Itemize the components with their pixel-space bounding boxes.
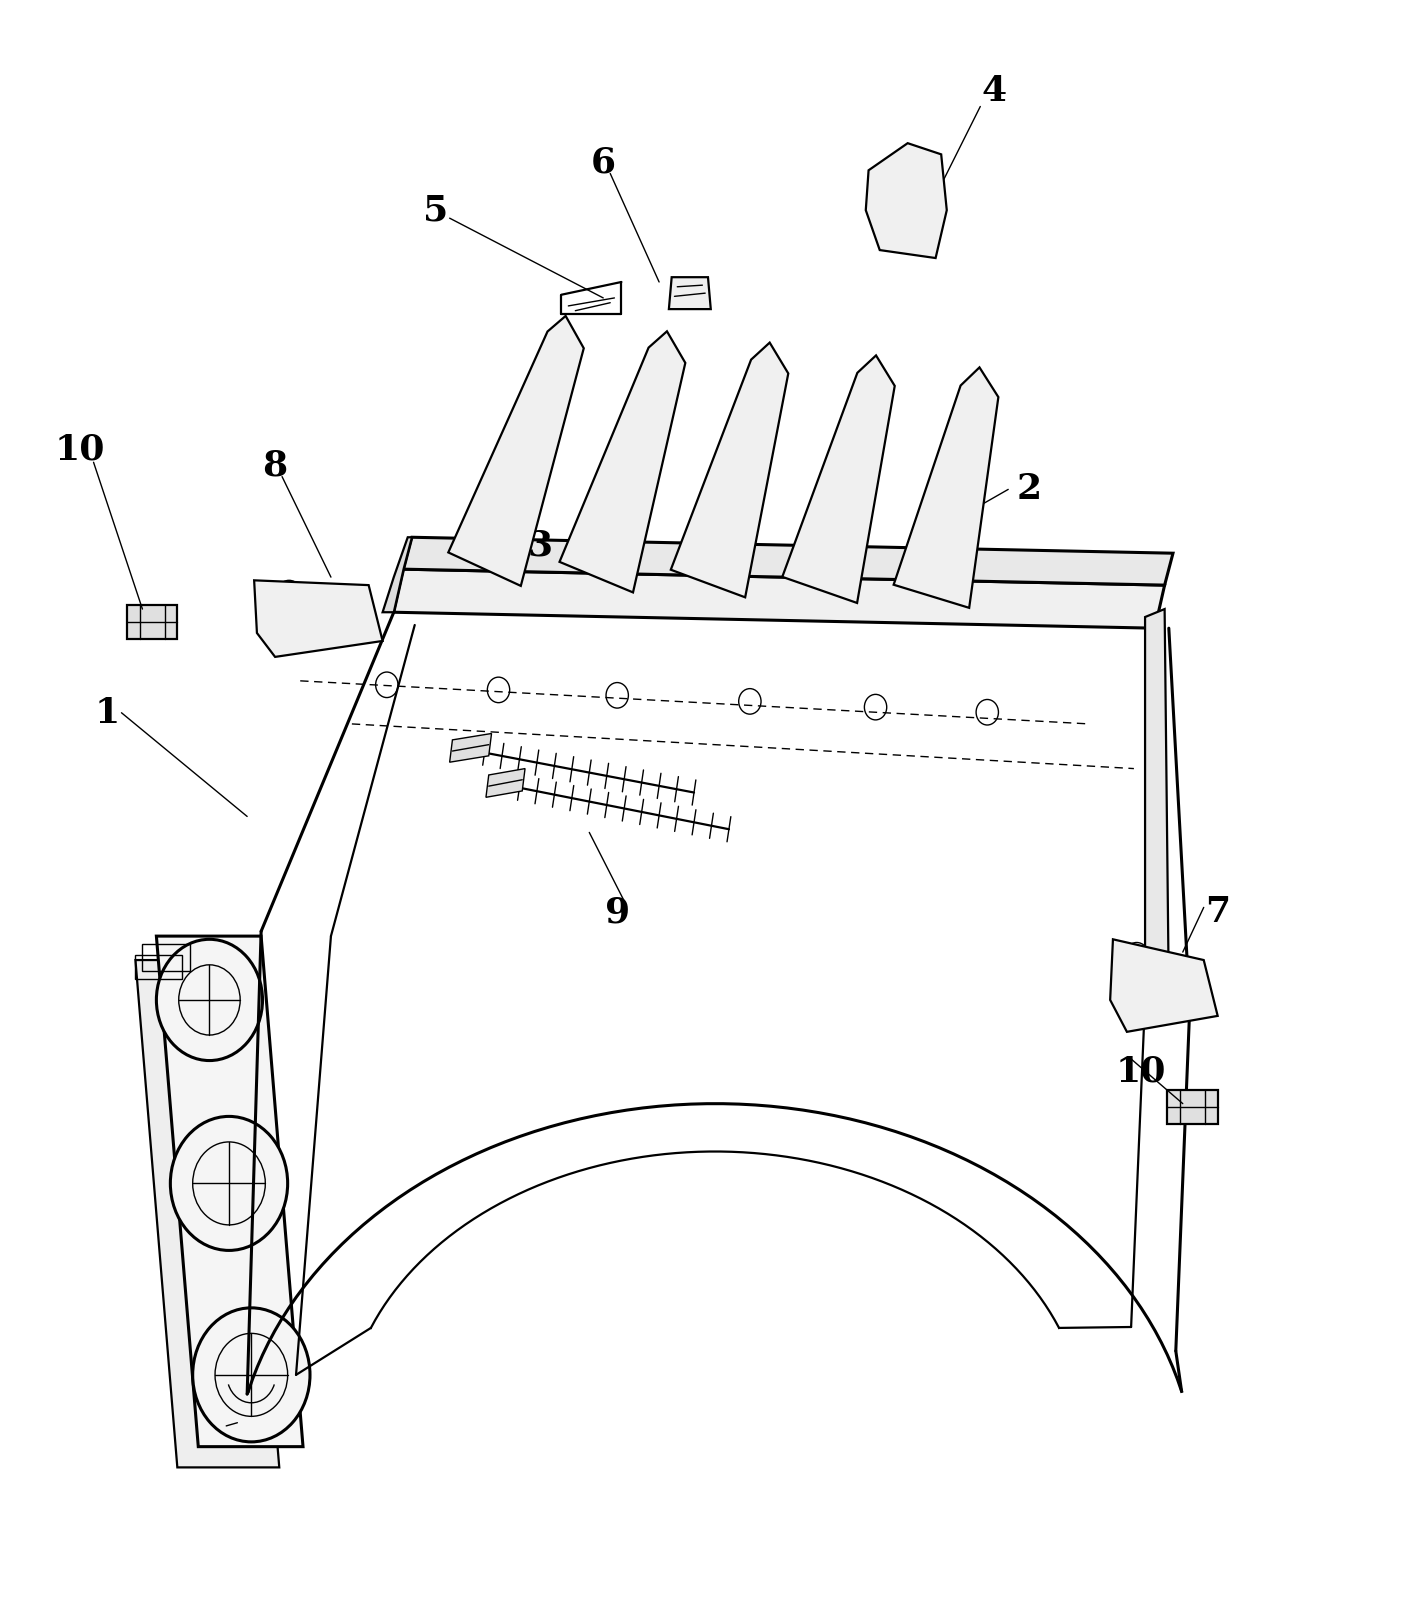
Text: 4: 4 — [981, 74, 1007, 107]
Polygon shape — [157, 937, 303, 1447]
Polygon shape — [866, 142, 946, 258]
Text: 3: 3 — [527, 528, 552, 562]
Circle shape — [976, 700, 998, 725]
Text: 5: 5 — [423, 194, 449, 227]
Circle shape — [1050, 581, 1078, 613]
Text: 10: 10 — [55, 432, 105, 466]
Text: 1: 1 — [95, 696, 121, 730]
Circle shape — [827, 581, 855, 613]
Circle shape — [157, 940, 262, 1060]
Circle shape — [492, 581, 520, 612]
Circle shape — [938, 581, 966, 613]
Circle shape — [376, 672, 398, 698]
Polygon shape — [383, 538, 412, 612]
Polygon shape — [1168, 1090, 1218, 1124]
Polygon shape — [128, 605, 177, 639]
Polygon shape — [559, 331, 686, 592]
Polygon shape — [1145, 608, 1169, 1001]
Polygon shape — [670, 343, 788, 597]
Text: 7: 7 — [1206, 895, 1230, 929]
Text: 6: 6 — [590, 146, 615, 179]
Circle shape — [171, 1116, 287, 1250]
Circle shape — [739, 688, 761, 714]
Polygon shape — [450, 733, 492, 762]
Circle shape — [192, 1308, 310, 1443]
Circle shape — [865, 695, 886, 720]
Polygon shape — [893, 367, 998, 608]
Circle shape — [331, 613, 359, 645]
Polygon shape — [136, 961, 279, 1468]
Circle shape — [606, 682, 628, 708]
Polygon shape — [394, 570, 1165, 628]
Polygon shape — [449, 315, 583, 586]
Polygon shape — [254, 580, 383, 656]
Text: 8: 8 — [262, 448, 287, 482]
Circle shape — [887, 176, 924, 218]
Circle shape — [715, 581, 743, 613]
Text: 9: 9 — [604, 895, 629, 929]
Polygon shape — [782, 355, 894, 604]
Polygon shape — [404, 538, 1173, 584]
Text: 10: 10 — [1116, 1055, 1166, 1089]
Circle shape — [488, 677, 510, 703]
Text: 2: 2 — [1016, 472, 1042, 506]
Circle shape — [1171, 991, 1196, 1020]
Polygon shape — [1110, 940, 1218, 1031]
Polygon shape — [486, 768, 524, 797]
Circle shape — [275, 580, 303, 612]
Circle shape — [1124, 943, 1150, 972]
Polygon shape — [669, 277, 711, 309]
Circle shape — [603, 581, 631, 613]
